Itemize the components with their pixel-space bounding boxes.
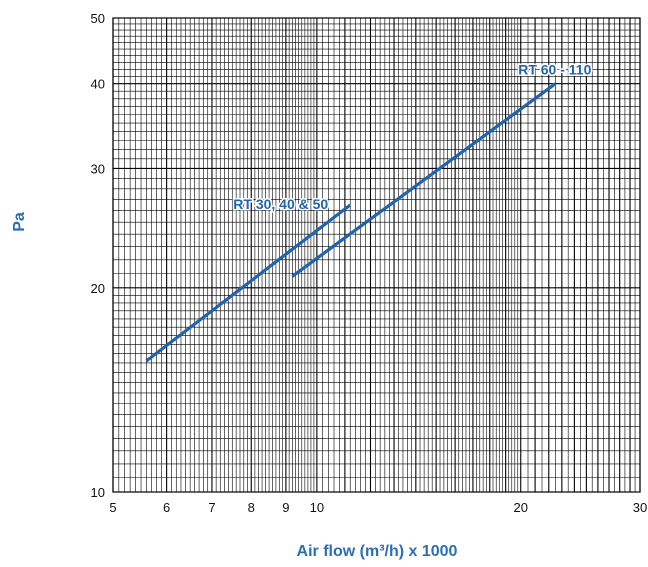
x-tick-label: 9 (282, 500, 289, 515)
y-axis: 10 20 30 40 50 (91, 11, 105, 500)
plot-frame (112, 17, 641, 493)
series-label: RT 60 - 110 (518, 62, 591, 78)
y-axis-title: Pa (11, 212, 28, 232)
y-tick-label: 10 (91, 485, 105, 500)
y-tick-label: 20 (91, 281, 105, 296)
y-tick-label: 30 (91, 161, 105, 176)
series-line (291, 82, 557, 278)
x-axis: 5 6 7 8 9 10 20 30 (109, 500, 647, 515)
y-tick-label: 50 (91, 11, 105, 26)
x-tick-label: 10 (310, 500, 324, 515)
x-axis-title: Air flow (m³/h) x 1000 (297, 543, 458, 560)
grid (112, 17, 641, 493)
x-tick-label: 30 (633, 500, 647, 515)
x-tick-label: 8 (248, 500, 255, 515)
series-line (145, 203, 352, 363)
x-tick-label: 5 (109, 500, 116, 515)
series-label: RT 30, 40 & 50 (233, 196, 328, 212)
x-tick-label: 7 (208, 500, 215, 515)
y-tick-label: 40 (91, 77, 105, 92)
series-group: RT 30, 40 & 50 RT 60 - 110 (145, 60, 593, 363)
x-tick-label: 6 (163, 500, 170, 515)
x-tick-label: 20 (514, 500, 528, 515)
